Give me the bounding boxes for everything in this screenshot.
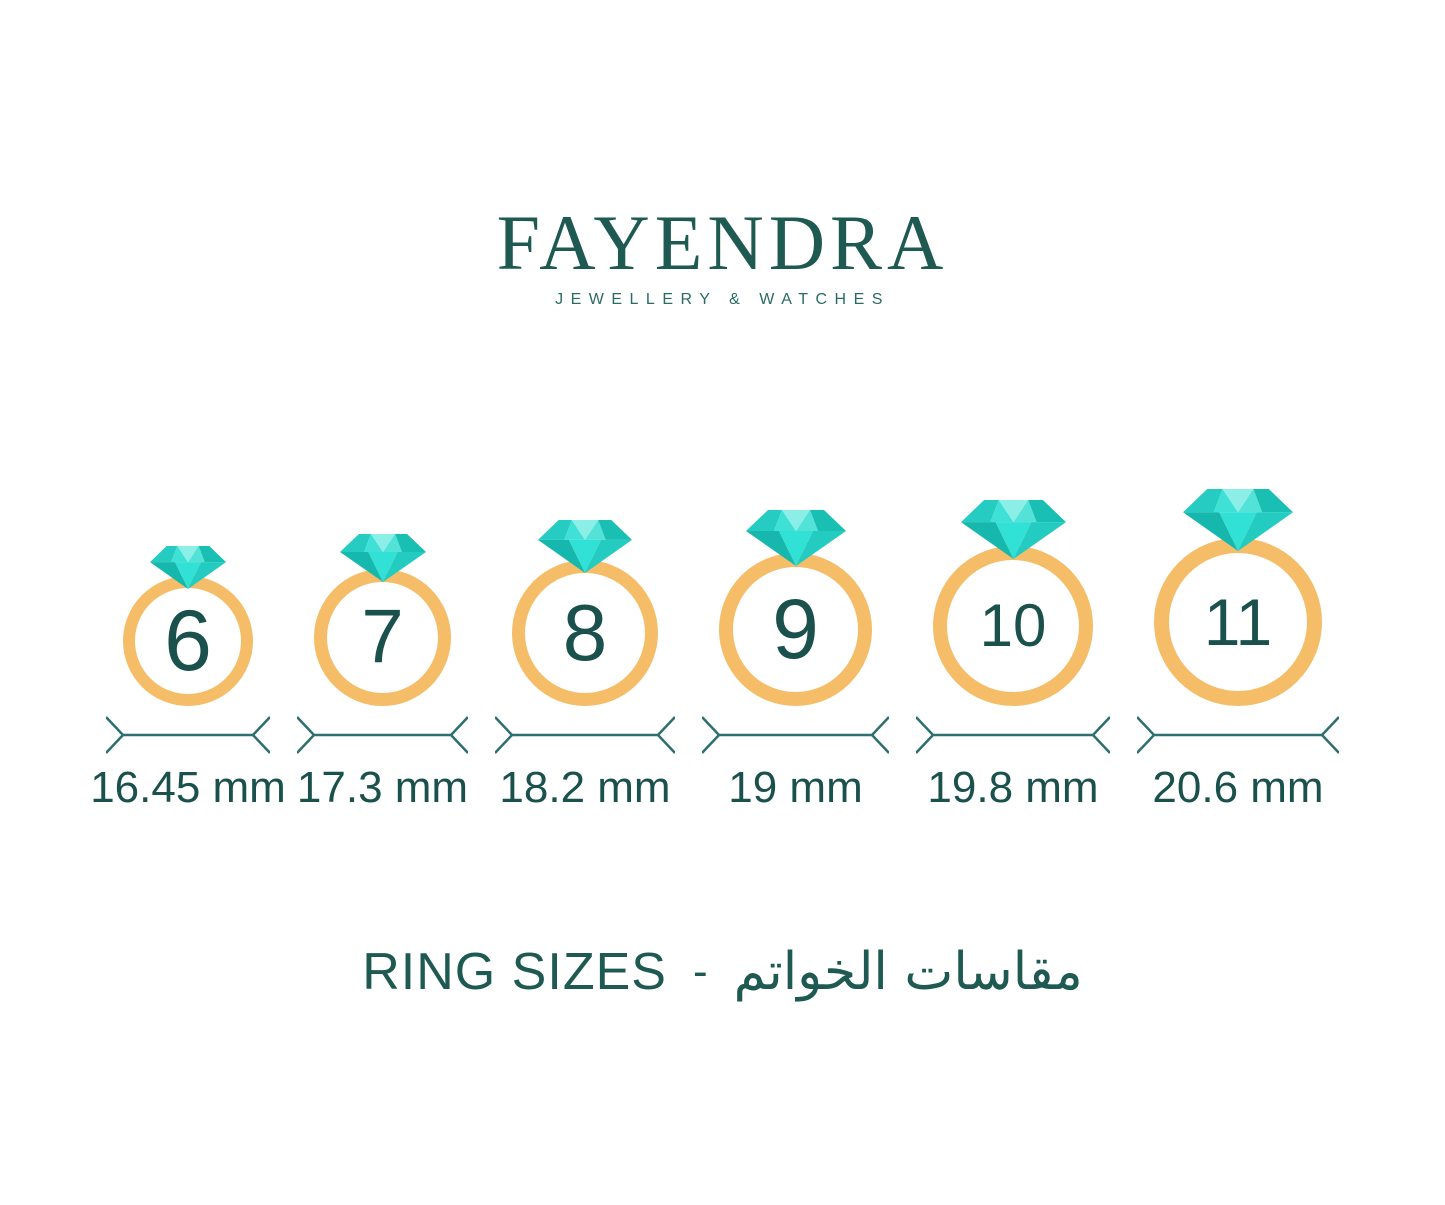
title-separator-dash: - [692, 947, 708, 996]
ring-diameter-label: 19 mm [728, 762, 863, 812]
ring-size-number: 11 [1203, 584, 1273, 659]
ring-band: 9 [719, 552, 872, 706]
brand-logo: FAYENDRA JEWELLERY & WATCHES [0, 204, 1445, 309]
diamond-icon [745, 509, 846, 566]
diamond-icon [339, 533, 426, 582]
ring-item-9: 9 19 mm [701, 509, 890, 812]
ring-band: 10 [933, 545, 1093, 706]
ring-item-11: 11 20.6 mm [1136, 488, 1340, 812]
diameter-measure-line [702, 715, 889, 754]
chart-title: RING SIZES - مقاسات الخواتم [0, 942, 1445, 1002]
rings-row: 6 16.45 mm 7 17.3 mm [0, 452, 1445, 812]
ring-diameter-label: 19.8 mm [927, 762, 1099, 812]
brand-tagline: JEWELLERY & WATCHES [555, 291, 890, 308]
ring-size-number: 7 [361, 594, 404, 680]
ring-item-6: 6 16.45 mm [90, 545, 286, 812]
ring-diameter-label: 18.2 mm [499, 762, 671, 812]
ring-size-number: 10 [979, 591, 1047, 659]
brand-name: FAYENDRA [496, 199, 949, 286]
ring-size-number: 6 [164, 592, 212, 689]
ring-band: 11 [1154, 537, 1322, 706]
ring-item-7: 7 17.3 mm [296, 533, 469, 812]
diamond-icon [150, 545, 226, 589]
ring-band: 7 [314, 568, 451, 706]
diamond-icon [538, 519, 632, 573]
ring-band: 6 [123, 575, 253, 706]
diameter-measure-line [495, 715, 675, 754]
ring-diameter-label: 17.3 mm [296, 762, 469, 812]
diameter-measure-line [1137, 715, 1339, 754]
ring-size-number: 8 [562, 587, 608, 677]
ring-diameter-label: 16.45 mm [90, 762, 286, 812]
ring-band: 8 [512, 559, 658, 706]
ring-diameter-label: 20.6 mm [1152, 762, 1324, 812]
chart-title-en: RING SIZES [362, 943, 667, 1001]
ring-item-8: 8 18.2 mm [494, 519, 676, 812]
diameter-measure-line [106, 715, 270, 754]
diameter-measure-line [297, 715, 468, 754]
diameter-measure-line [916, 715, 1110, 754]
diamond-icon [960, 499, 1066, 559]
ring-size-number: 9 [772, 582, 819, 677]
chart-title-ar: مقاسات الخواتم [733, 942, 1083, 1002]
ring-item-10: 10 19.8 mm [915, 499, 1111, 812]
diamond-icon [1183, 488, 1293, 551]
